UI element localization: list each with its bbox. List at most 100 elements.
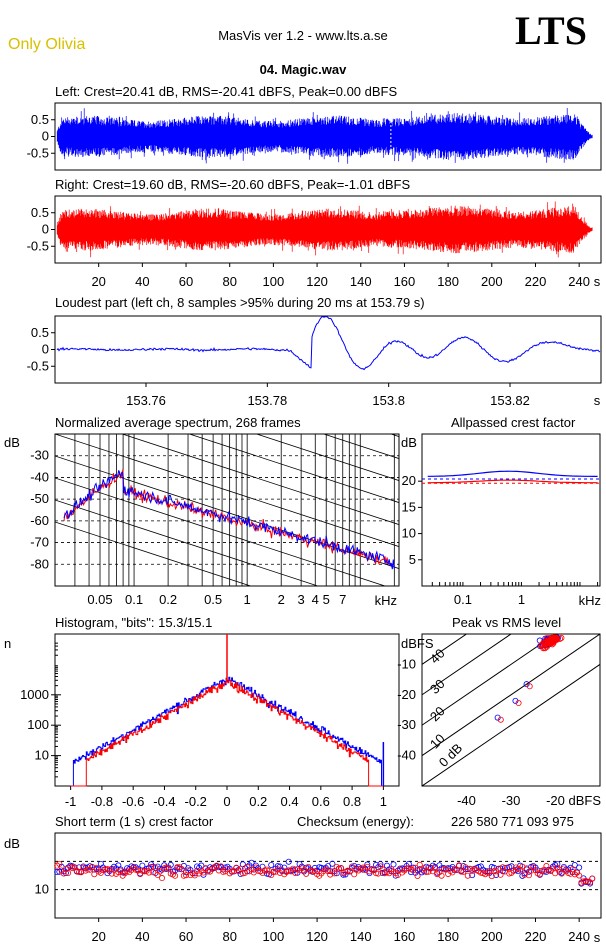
peak-rms-point-right	[558, 634, 565, 641]
short-term-crest-ylabel: dB	[4, 836, 20, 851]
short-term-crest-xtick-label: 80	[222, 929, 236, 944]
short-term-point-right	[580, 878, 587, 885]
left-waveform-ytick-label: 0	[42, 129, 49, 144]
spectrum-title: Normalized average spectrum, 268 frames	[55, 415, 301, 430]
short-term-point-left	[329, 860, 336, 867]
short-term-point-right	[495, 865, 502, 872]
peak-rms-point-right	[551, 635, 558, 642]
short-term-point-left	[469, 872, 476, 879]
short-term-point-left	[554, 860, 561, 867]
spectrum-slope-line	[255, 434, 399, 481]
short-term-point-right	[460, 868, 467, 875]
spectrum-slope-line	[55, 521, 252, 586]
short-term-point-right	[185, 867, 192, 874]
short-term-point-right	[145, 869, 152, 876]
avg-spectrum-frame	[54, 433, 400, 587]
right-waveform-xtick-label: 100	[263, 274, 285, 289]
crest-right-trace	[427, 479, 598, 484]
short-term-point-right	[165, 865, 172, 872]
short-term-point-right	[432, 865, 439, 872]
right-waveform-ytick-label: -0.5	[27, 238, 49, 253]
avg-spectrum-xtick-label: 2	[278, 592, 285, 607]
short-term-point-right	[412, 864, 419, 871]
peak-vs-rms-frame	[421, 633, 601, 787]
histogram-xtick-label: -0.2	[185, 794, 207, 809]
short-term-crest-xtick-label: 120	[306, 929, 328, 944]
short-term-point-right	[521, 871, 528, 878]
loudest-part-xunit: s	[594, 393, 601, 408]
loudest-part-trace	[56, 316, 601, 371]
short-term-crest-xtick-label: 220	[525, 929, 547, 944]
short-term-point-right	[458, 868, 465, 875]
right-waveform-xtick-label: 180	[437, 274, 459, 289]
histogram-left-trace	[70, 676, 384, 787]
loudest-part-ytick-label: 0.5	[31, 325, 49, 340]
short-term-point-right	[486, 868, 493, 875]
short-term-point-right	[104, 866, 111, 873]
short-term-point-right	[156, 868, 163, 875]
avg-spectrum-ytick-label: -30	[30, 448, 49, 463]
peak-rms-point-left	[494, 714, 501, 721]
peak-vs-rms-ytick-label: -40	[397, 748, 416, 763]
allpassed-crest-ytick-label: 15	[402, 499, 416, 514]
histogram-xtick-label: 0.6	[312, 794, 330, 809]
file-title: 04. Magic.wav	[260, 62, 347, 77]
left-waveform-ytick-label: -0.5	[27, 145, 49, 160]
crest-diagonal	[422, 663, 600, 786]
avg-spectrum-xtick-label: 5	[323, 592, 330, 607]
short-term-point-right	[349, 863, 356, 870]
spectrum-slope-line	[55, 236, 399, 349]
short-term-point-right	[172, 872, 179, 879]
peak-rms-point-right	[540, 639, 547, 646]
avg-spectrum-ytick-label: -60	[30, 513, 49, 528]
crest-line-label: 20	[427, 703, 448, 724]
short-term-point-right	[569, 866, 576, 873]
short-term-crest-xtick-label: 240	[568, 929, 590, 944]
spectrum-plot-area	[55, 236, 399, 586]
short-term-crest-xtick-label: 100	[263, 929, 285, 944]
short-term-point-right	[307, 868, 314, 875]
allpassed-crest-ytick-label: 10	[402, 526, 416, 541]
loudest-part-xtick-label: 153.8	[372, 393, 405, 408]
spectrum-xunit: kHz	[375, 593, 397, 608]
short-term-point-right	[76, 869, 83, 876]
allpassed-crest-xtick-label: 1	[518, 592, 525, 607]
short-term-point-right	[375, 870, 382, 877]
peak-vs-rms-xtick-label: -20	[546, 793, 565, 808]
loudest-part-xtick-label: 153.78	[247, 393, 287, 408]
short-term-point-left	[377, 861, 384, 868]
short-term-point-right	[490, 868, 497, 875]
right-waveform-xtick-label: 20	[91, 274, 105, 289]
short-term-point-right	[394, 872, 401, 879]
loudest-part-ytick-label: 0	[42, 342, 49, 357]
short-term-point-right	[56, 860, 63, 867]
avg-spectrum-ytick-label: -80	[30, 556, 49, 571]
peak-rms-point-right	[552, 637, 559, 644]
short-term-crest-xtick-label: 40	[135, 929, 149, 944]
avg-spectrum-xtick-label: 0.1	[125, 592, 143, 607]
peak-rms-ylabel: dBFS	[401, 636, 434, 651]
short-term-point-right	[178, 866, 185, 873]
peak-rms-point-right	[526, 683, 533, 690]
short-term-point-right	[414, 872, 421, 879]
short-term-point-right	[100, 866, 107, 873]
loudest-part-title: Loudest part (left ch, 8 samples >95% du…	[55, 295, 425, 310]
right-waveform-xtick-label: 40	[135, 274, 149, 289]
right-waveform-xtick-label: 200	[481, 274, 503, 289]
avg-spectrum-ytick-label: -40	[30, 469, 49, 484]
spectrum-slope-line	[322, 434, 399, 459]
short-term-point-right	[344, 867, 351, 874]
short-term-point-left	[274, 863, 281, 870]
short-term-point-right	[204, 868, 211, 875]
right-waveform-xtick-label: 60	[179, 274, 193, 289]
avg-spectrum-xtick-label: 0.05	[87, 592, 112, 607]
short-term-point-right	[65, 870, 72, 877]
peak-rms-point-right	[515, 700, 522, 707]
right-waveform-xtick-label: 240	[568, 274, 590, 289]
short-term-crest-xtick-label: 60	[179, 929, 193, 944]
spectrum-left-trace	[63, 470, 395, 570]
lts-logo: LTS	[515, 8, 587, 53]
short-term-point-right	[148, 863, 155, 870]
spectrum-slope-line	[120, 434, 399, 525]
